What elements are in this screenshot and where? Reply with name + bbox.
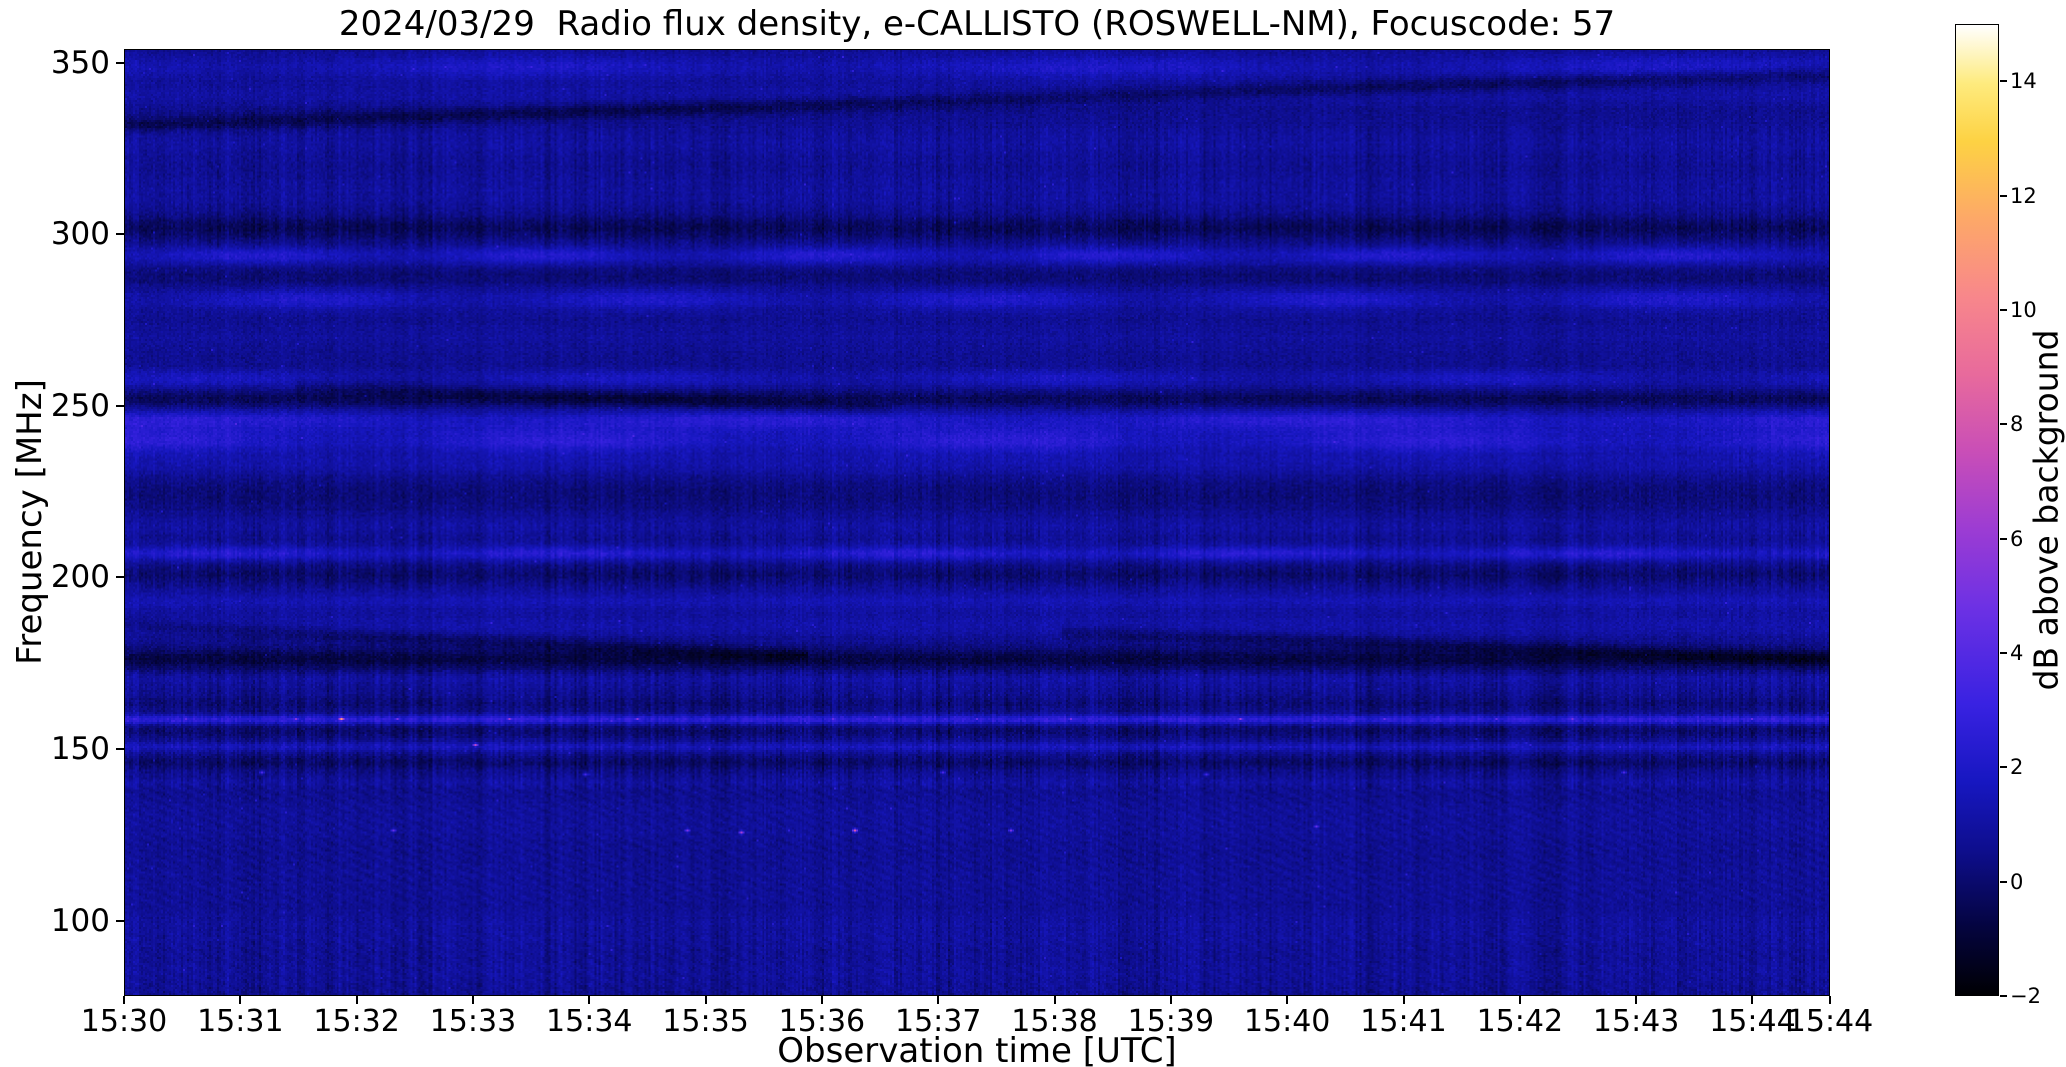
colorbar-tick-label: 2 [2010,755,2024,780]
y-tick-mark [116,404,124,407]
x-axis-label: Observation time [UTC] [777,1031,1177,1067]
y-tick-label: 350 [50,44,110,81]
colorbar-tick-label: 10 [2010,297,2037,322]
colorbar-tick-mark [2000,194,2007,197]
plot-area [124,49,1830,996]
y-tick-mark [116,576,124,579]
y-tick-label: 250 [50,387,110,424]
x-tick-label: 15:41 [1360,1004,1447,1039]
x-tick-label: 15:40 [1243,1004,1331,1039]
colorbar-tick-label: 14 [2010,69,2037,94]
colorbar-tick-mark [2000,651,2007,654]
colorbar-tick-mark [2000,80,2007,83]
x-tick-mark [123,996,125,1004]
colorbar-tick-label: 12 [2010,183,2037,208]
chart-title: 2024/03/29 Radio flux density, e-CALLIST… [338,4,1616,44]
x-tick-label: 15:39 [1127,1004,1215,1039]
x-tick-mark [471,996,474,1004]
y-tick-label: 150 [50,730,110,767]
x-tick-label: 15:44 [1786,1004,1874,1039]
x-tick-label: 15:33 [429,1004,517,1039]
x-tick-label: 15:36 [778,1004,866,1039]
colorbar-tick-mark [2000,423,2007,426]
colorbar-tick-label: 6 [2010,526,2024,551]
y-tick-label: 200 [50,559,110,596]
x-tick-mark [1053,996,1056,1004]
colorbar-label: dB above background [2026,329,2066,691]
x-tick-label: 15:35 [662,1004,749,1039]
colorbar-tick-label: −2 [2010,984,2041,1008]
x-tick-label: 15:43 [1592,1004,1680,1039]
y-tick-mark [116,747,124,750]
x-tick-label: 15:44 [1709,1004,1796,1039]
x-tick-mark [1829,996,1831,1004]
heatmap-canvas [125,50,1829,995]
x-tick-label: 15:32 [313,1004,400,1039]
x-tick-mark [355,996,358,1004]
x-tick-mark [1635,996,1638,1004]
colorbar-tick-mark [2000,537,2007,540]
y-tick-mark [116,919,124,922]
colorbar-tick-mark [2000,880,2007,883]
colorbar-gradient [1956,25,1998,995]
y-tick-mark [116,233,124,236]
colorbar-tick-mark [2000,995,2007,997]
x-tick-label: 15:31 [197,1004,284,1039]
x-tick-mark [1169,996,1172,1004]
colorbar-tick-mark [2000,308,2007,311]
y-tick-label: 100 [50,902,110,939]
x-tick-label: 15:30 [80,1004,168,1039]
x-tick-label: 15:42 [1476,1004,1564,1039]
y-tick-label: 300 [50,216,110,253]
x-tick-label: 15:34 [546,1004,633,1039]
colorbar-tick-mark [2000,766,2007,769]
x-tick-label: 15:38 [1011,1004,1098,1039]
x-tick-mark [820,996,823,1004]
colorbar-tick-label: 0 [2010,869,2024,894]
x-tick-mark [1402,996,1405,1004]
x-tick-mark [1751,996,1754,1004]
x-tick-mark [704,996,707,1004]
x-tick-mark [1518,996,1521,1004]
x-tick-mark [1286,996,1289,1004]
colorbar-tick-label: 8 [2010,412,2024,437]
x-tick-mark [239,996,242,1004]
colorbar-tick-label: 4 [2010,640,2024,665]
x-tick-mark [937,996,940,1004]
x-tick-label: 15:37 [894,1004,982,1039]
colorbar [1955,24,1999,996]
y-tick-mark [116,61,124,64]
x-tick-mark [588,996,591,1004]
